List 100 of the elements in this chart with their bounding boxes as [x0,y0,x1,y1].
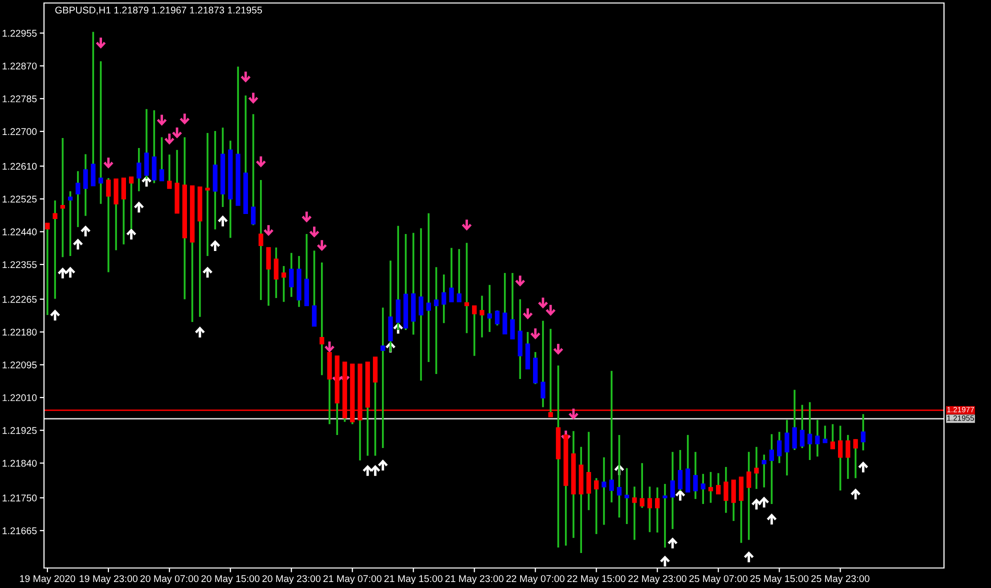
candlestick [487,284,492,333]
point [50,310,60,320]
candlestick [442,274,446,324]
x-tick-label: 25 May 15:00 [750,575,808,584]
candlestick [68,190,73,257]
candlestick [724,466,728,514]
point [164,134,174,145]
point [202,266,212,278]
point [370,464,380,476]
candlestick [807,401,812,461]
point [858,461,868,472]
y-tick-label: 1.22265 [2,296,37,303]
candlestick [846,434,850,480]
candlestick [762,454,766,488]
candlestick [98,60,104,205]
candlestick [60,137,66,258]
candlestick [472,304,477,357]
candlestick [388,260,393,353]
y-tick-label: 1.22010 [2,394,37,402]
candlestick [76,170,80,228]
candlestick [289,252,294,298]
candlestick [152,109,156,184]
candlestick [853,438,858,480]
candlestick [822,424,828,444]
candlestick [838,424,843,492]
point [134,202,144,212]
point [210,240,220,252]
point [362,464,373,476]
chart-title: GBPUSD,H1 1.21879 1.21967 1.21873 1.21955 [55,6,262,15]
point [172,128,182,138]
x-tick-label: 25 May 23:00 [811,575,870,584]
y-tick-label: 1.22785 [2,95,37,102]
point [530,328,540,340]
point [759,496,769,508]
point [553,344,564,355]
x-tick-label: 20 May 07:00 [140,575,198,584]
point [256,156,266,168]
candlestick [456,248,462,303]
candlestick [52,200,58,300]
candlestick [418,227,424,382]
candlestick [90,31,96,187]
x-tick-label: 22 May 07:00 [506,575,564,584]
point [316,240,327,252]
y-tick-label: 1.22870 [2,62,37,70]
candlestick [860,413,866,452]
point [264,225,274,236]
candlestick [784,419,790,476]
candlestick [678,449,683,492]
candlestick [686,434,690,493]
x-tick-label: 22 May 23:00 [628,575,686,584]
candlestick [586,430,592,512]
x-tick-label: 20 May 23:00 [262,575,320,584]
y-tick-label: 1.21750 [2,494,37,502]
candlestick [624,467,630,525]
candlestick [800,404,805,449]
point [302,212,312,223]
y-tick-label: 1.22955 [2,30,37,37]
x-tick-label: 19 May 23:00 [80,575,138,584]
y-tick-label: 1.22610 [2,162,37,170]
x-tick-label: 20 May 15:00 [201,575,260,584]
point [515,276,526,287]
candlestick [494,309,500,326]
y-tick-label: 1.22525 [2,196,37,203]
point [668,537,678,548]
candlestick [266,246,271,307]
candlestick [258,179,264,301]
candlestick [274,246,278,299]
candlestick [655,486,660,534]
point [309,226,320,238]
candlestick [632,486,637,541]
candlestick [746,451,752,541]
candlestick [449,246,454,303]
y-tick-label: 1.21840 [2,460,37,467]
y-tick-label: 1.21665 [2,527,37,534]
candlestick [510,272,515,340]
y-tick-label: 1.22095 [2,361,37,368]
point [744,551,754,562]
candlestick [792,388,797,451]
x-tick-label: 22 May 15:00 [567,575,626,584]
candlestick [738,476,744,544]
point [568,408,578,420]
point [104,158,114,169]
candlestick [708,471,714,504]
y-tick-label: 1.22700 [2,128,37,136]
point [522,308,533,320]
candlestick [434,266,439,375]
candlestick [540,320,546,408]
y-tick-label: 1.22180 [2,328,37,336]
candlestick [700,472,706,505]
candlestick [777,430,782,464]
candlestick [312,250,317,328]
candlestick [320,262,324,376]
candlestick [480,294,484,338]
candlestick [128,176,134,230]
candlestick [754,446,759,490]
point [80,225,90,236]
candlestick [250,113,256,226]
candlestick [426,212,431,363]
point [675,490,686,501]
candlestick [106,177,111,274]
